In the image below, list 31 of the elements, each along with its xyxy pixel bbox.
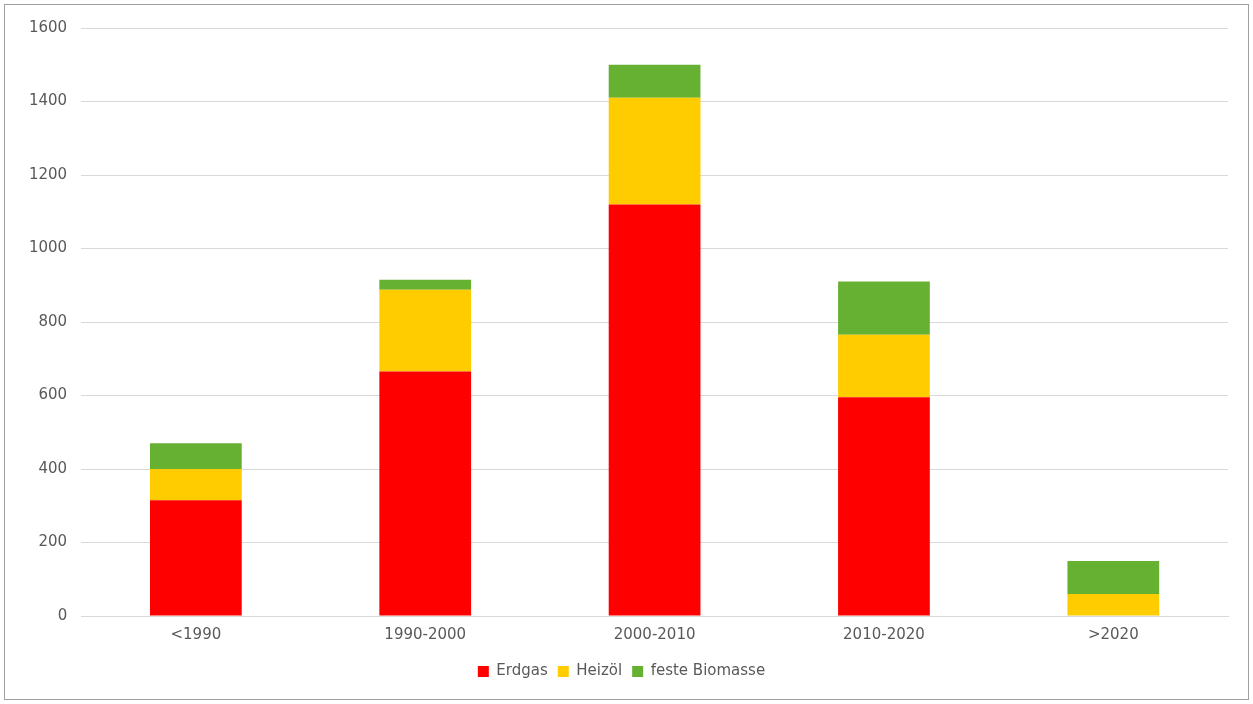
bar xyxy=(1067,560,1160,594)
y-tick-label: 1000 xyxy=(28,238,68,257)
y-tick-label: 200 xyxy=(38,532,68,551)
y-tick-label: 400 xyxy=(38,458,68,477)
bar xyxy=(379,279,472,290)
y-tick-label: 0 xyxy=(57,605,68,624)
bar xyxy=(838,281,930,335)
bar xyxy=(608,64,701,98)
legend-label: Erdgas xyxy=(496,661,548,680)
x-tick-label: >2020 xyxy=(1087,624,1139,643)
bar xyxy=(149,469,242,501)
bar xyxy=(149,443,242,469)
bar xyxy=(608,97,701,205)
y-tick-label: 600 xyxy=(38,385,68,404)
bar xyxy=(149,500,242,616)
bar xyxy=(838,334,930,398)
bar xyxy=(608,204,701,616)
legend-label: Heizöl xyxy=(576,661,623,680)
bar xyxy=(838,397,930,616)
bar xyxy=(1067,593,1160,616)
y-tick-label: 1200 xyxy=(28,164,68,183)
y-tick-label: 1600 xyxy=(28,17,68,36)
x-tick-label: <1990 xyxy=(170,624,222,643)
bar xyxy=(379,371,472,616)
y-tick-label: 800 xyxy=(38,311,68,330)
legend-label: feste Biomasse xyxy=(650,661,766,680)
bar xyxy=(379,289,472,372)
x-tick-label: 1990-2000 xyxy=(384,624,467,643)
x-tick-label: 2010-2020 xyxy=(843,624,925,643)
y-tick-label: 1400 xyxy=(28,91,68,110)
x-tick-label: 2000-2010 xyxy=(613,624,696,643)
